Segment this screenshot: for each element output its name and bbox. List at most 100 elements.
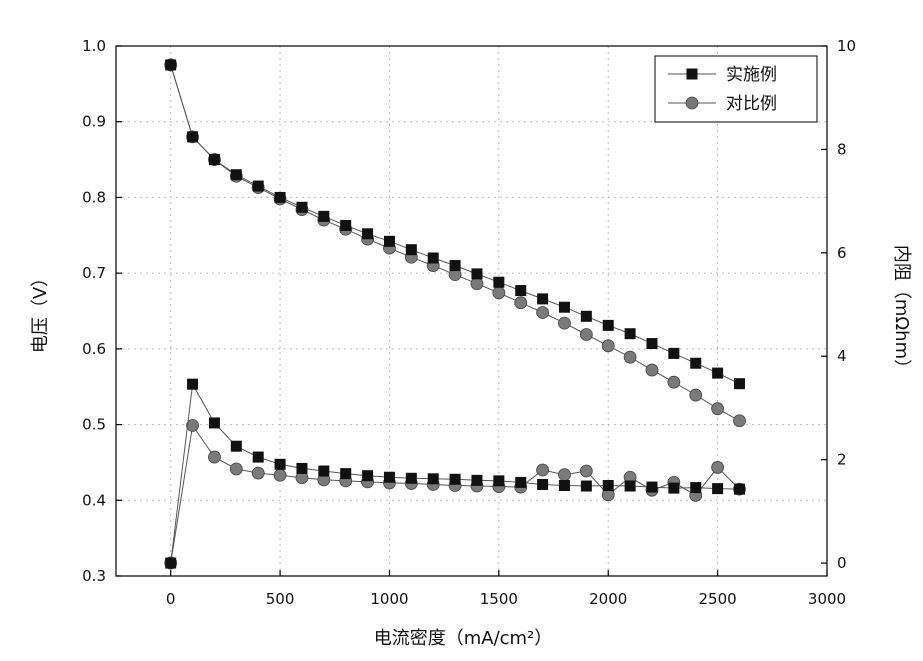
- resistance-point-example: [602, 480, 614, 492]
- legend-circle-marker: [685, 96, 699, 110]
- legend-label: 实施例: [726, 65, 777, 85]
- axes: 0 500 1000 1500 2000 2500 3000 0.3 0.4 0.5 0.6 0.7 0…: [82, 37, 856, 608]
- x-tick-label: 2000: [589, 590, 627, 608]
- y-left-tick-label: 0.5: [82, 416, 106, 434]
- resistance-point-comparison: [558, 468, 571, 482]
- voltage-point-example: [558, 301, 570, 313]
- resistance-point-example: [558, 480, 570, 492]
- voltage-point-example: [252, 180, 264, 192]
- voltage-point-example: [383, 235, 395, 247]
- resistance-point-example: [208, 417, 220, 429]
- voltage-point-example: [712, 367, 724, 379]
- voltage-point-example: [493, 276, 505, 288]
- y-left-tick-label: 0.3: [82, 567, 106, 585]
- voltage-point-example: [340, 219, 352, 231]
- resistance-point-comparison: [186, 419, 199, 432]
- resistance-point-example: [405, 472, 417, 484]
- resistance-point-comparison: [579, 464, 593, 478]
- voltage-point-example: [668, 347, 680, 359]
- resistance-point-example: [537, 478, 549, 490]
- resistance-point-example: [427, 473, 439, 485]
- resistance-point-example: [340, 468, 352, 480]
- resistance-point-example: [230, 440, 242, 452]
- voltage-point-comparison: [579, 328, 593, 341]
- x-tick-label: 1000: [370, 590, 408, 608]
- series: [164, 58, 746, 570]
- voltage-point-example: [449, 260, 461, 272]
- voltage-point-comparison: [645, 363, 659, 377]
- resistance-point-example: [252, 451, 264, 463]
- y-left-axis-title: 电压（V）: [30, 269, 51, 353]
- voltage-point-example: [580, 310, 592, 322]
- voltage-point-example: [733, 378, 745, 390]
- voltage-point-comparison: [601, 339, 615, 353]
- resistance-point-example: [515, 476, 527, 488]
- voltage-point-example: [318, 210, 330, 222]
- voltage-point-example: [646, 338, 658, 350]
- voltage-point-example: [602, 319, 614, 331]
- voltage-point-comparison: [492, 286, 506, 300]
- resistance-point-example: [362, 470, 374, 482]
- y-right-tick-label: 10: [837, 37, 856, 55]
- y-right-tick-label: 0: [837, 554, 847, 572]
- y-right-tick-label: 2: [837, 451, 847, 469]
- y-right-axis-title: 内阻（mΩhm）: [891, 245, 912, 377]
- resistance-point-comparison: [273, 468, 287, 482]
- voltage-point-example: [187, 131, 199, 143]
- voltage-point-comparison: [689, 388, 703, 402]
- resistance-point-comparison: [536, 463, 549, 477]
- x-tick-label: 3000: [808, 590, 846, 608]
- voltage-point-comparison: [667, 375, 681, 389]
- voltage-point-example: [274, 191, 286, 203]
- x-axis-title: 电流密度（mA/cm²）: [374, 628, 553, 649]
- resistance-point-example: [274, 458, 286, 470]
- voltage-point-example: [515, 285, 527, 297]
- voltage-point-comparison: [514, 296, 528, 310]
- voltage-point-example: [165, 59, 177, 71]
- resistance-point-comparison: [229, 462, 243, 476]
- legend-label: 对比例: [726, 94, 777, 114]
- resistance-point-example: [471, 474, 483, 486]
- y-left-tick-label: 0.8: [82, 188, 106, 206]
- resistance-point-comparison: [251, 466, 265, 480]
- voltage-point-example: [208, 154, 220, 166]
- resistance-point-example: [296, 462, 308, 474]
- y-left-tick-label: 0.6: [82, 340, 106, 358]
- voltage-point-example: [537, 293, 549, 305]
- voltage-point-comparison: [733, 414, 746, 428]
- legend-square-marker: [686, 68, 698, 80]
- voltage-point-example: [427, 252, 439, 264]
- x-tick-label: 2500: [699, 590, 737, 608]
- x-tick-label: 0: [166, 590, 176, 608]
- voltage-point-example: [471, 268, 483, 280]
- resistance-point-example: [187, 378, 199, 390]
- y-left-tick-label: 1.0: [82, 37, 106, 55]
- resistance-point-example: [318, 465, 330, 477]
- y-right-tick-label: 4: [837, 347, 847, 365]
- voltage-point-comparison: [623, 350, 637, 364]
- legend-box: [654, 55, 818, 123]
- voltage-point-example: [690, 357, 702, 369]
- resistance-point-example: [690, 482, 702, 494]
- resistance-point-example: [165, 557, 177, 569]
- resistance-point-example: [383, 471, 395, 483]
- resistance-point-example: [712, 483, 724, 495]
- resistance-point-example: [733, 483, 745, 495]
- y-left-tick-label: 0.9: [82, 113, 106, 131]
- voltage-point-example: [624, 328, 636, 340]
- grid: [116, 46, 827, 576]
- resistance-point-example: [580, 480, 592, 492]
- voltage-point-comparison: [711, 402, 725, 416]
- resistance-point-example: [493, 475, 505, 487]
- x-tick-label: 1500: [480, 590, 518, 608]
- y-right-tick-label: 6: [837, 244, 847, 262]
- resistance-point-example: [646, 481, 658, 493]
- voltage-point-example: [230, 169, 242, 181]
- x-tick-label: 500: [266, 590, 295, 608]
- y-left-tick-label: 0.7: [82, 264, 106, 282]
- voltage-point-example: [405, 244, 417, 256]
- y-left-tick-label: 0.4: [82, 491, 106, 509]
